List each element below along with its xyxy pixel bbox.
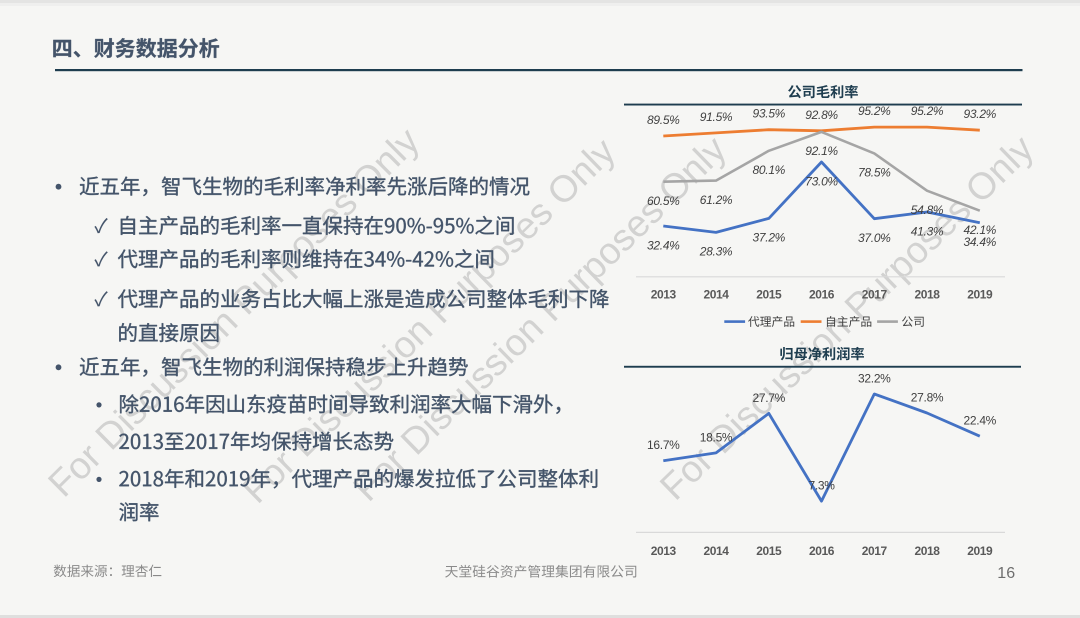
svg-text:2014: 2014 [703, 544, 729, 558]
svg-text:28.3%: 28.3% [699, 245, 733, 259]
svg-text:32.4%: 32.4% [647, 238, 680, 252]
svg-text:2018: 2018 [914, 288, 940, 302]
svg-text:92.8%: 92.8% [805, 108, 838, 122]
svg-text:27.7%: 27.7% [753, 391, 786, 405]
svg-text:32.2%: 32.2% [858, 372, 891, 386]
svg-text:16.7%: 16.7% [647, 438, 680, 452]
svg-text:2014: 2014 [703, 288, 729, 302]
svg-text:73.0%: 73.0% [805, 174, 838, 188]
svg-text:16: 16 [997, 565, 1015, 582]
svg-text:2019: 2019 [967, 544, 993, 558]
svg-text:2015: 2015 [756, 544, 782, 558]
svg-text:2017: 2017 [862, 288, 888, 302]
svg-text:95.2%: 95.2% [911, 104, 944, 118]
svg-text:2018: 2018 [914, 544, 940, 558]
svg-text:18.5%: 18.5% [700, 430, 733, 444]
svg-text:2013: 2013 [651, 288, 677, 302]
svg-text:22.4%: 22.4% [964, 414, 997, 428]
svg-text:92.1%: 92.1% [805, 144, 838, 158]
svg-text:42.1%: 42.1% [964, 223, 997, 237]
svg-text:60.5%: 60.5% [647, 194, 680, 208]
svg-text:34.4%: 34.4% [964, 235, 997, 249]
svg-text:2015: 2015 [756, 288, 782, 302]
svg-text:89.5%: 89.5% [647, 113, 680, 127]
svg-text:61.2%: 61.2% [700, 193, 733, 207]
svg-text:93.5%: 93.5% [753, 107, 786, 121]
svg-text:2017: 2017 [862, 544, 888, 558]
svg-text:7.3%: 7.3% [808, 479, 835, 493]
svg-text:2019: 2019 [967, 288, 993, 302]
svg-text:37.0%: 37.0% [858, 231, 891, 245]
svg-text:27.8%: 27.8% [911, 390, 944, 404]
svg-text:2016: 2016 [809, 288, 835, 302]
svg-text:93.2%: 93.2% [964, 107, 997, 121]
svg-text:95.2%: 95.2% [858, 104, 891, 118]
svg-text:2013: 2013 [651, 544, 677, 558]
svg-text:54.8%: 54.8% [911, 203, 944, 217]
svg-text:78.5%: 78.5% [858, 166, 891, 180]
svg-text:37.2%: 37.2% [753, 231, 786, 245]
svg-text:91.5%: 91.5% [700, 110, 733, 124]
svg-text:80.1%: 80.1% [753, 163, 786, 177]
svg-text:41.3%: 41.3% [911, 224, 944, 238]
svg-text:2016: 2016 [809, 544, 835, 558]
